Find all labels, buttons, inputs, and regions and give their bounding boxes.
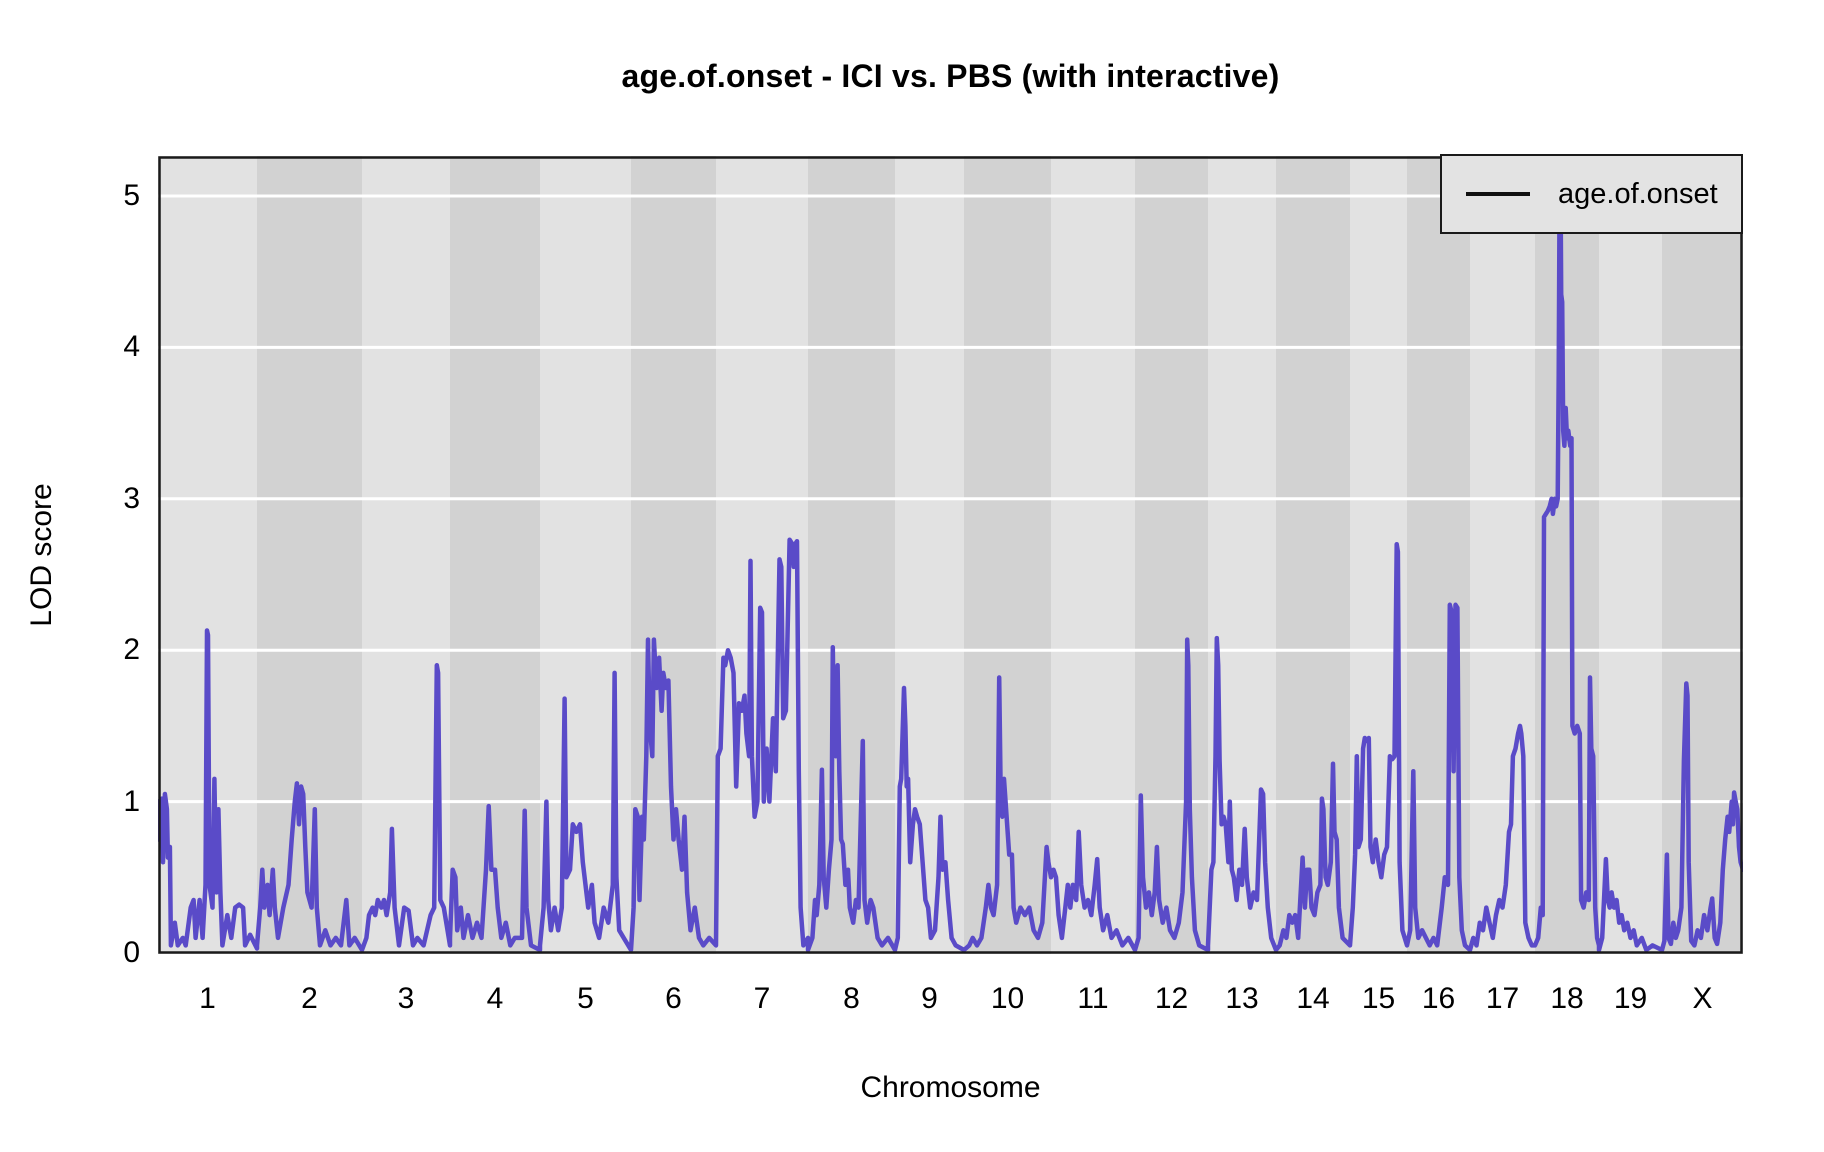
- x-tick-label-8: 8: [843, 982, 860, 1015]
- x-tick-label-19: 19: [1613, 982, 1648, 1015]
- y-tick-label-0: 0: [123, 936, 140, 969]
- y-tick-label-3: 3: [123, 481, 140, 515]
- x-tick-label-12: 12: [1154, 982, 1189, 1015]
- chromosome-band-12: [1135, 156, 1208, 954]
- y-tick-label-5: 5: [123, 179, 140, 212]
- x-tick-label-6: 6: [665, 982, 682, 1015]
- legend-line-sample-icon: [1466, 192, 1530, 196]
- chromosome-band-19: [1599, 156, 1662, 954]
- x-tick-label-18: 18: [1550, 982, 1584, 1015]
- plot-area-svg: [158, 156, 1743, 954]
- x-tick-label-4: 4: [486, 982, 504, 1015]
- x-tick-label-5: 5: [577, 982, 594, 1015]
- plot-border: [158, 156, 1743, 954]
- chromosome-band-11: [1051, 156, 1135, 954]
- x-axis-title: Chromosome: [860, 1071, 1041, 1104]
- legend-series-label: age.of.onset: [1558, 177, 1718, 210]
- chromosome-band-2: [257, 156, 362, 954]
- y-tick-label-4: 4: [123, 330, 140, 364]
- x-tick-label-16: 16: [1421, 982, 1456, 1015]
- x-tick-label-17: 17: [1485, 982, 1520, 1015]
- x-tick-label-7: 7: [753, 982, 771, 1015]
- x-tick-label-13: 13: [1225, 982, 1259, 1015]
- x-tick-label-2: 2: [301, 982, 318, 1015]
- x-tick-label-X: X: [1692, 982, 1713, 1015]
- x-tick-label-11: 11: [1077, 982, 1109, 1015]
- chromosome-band-X: [1662, 156, 1743, 954]
- chromosome-band-14: [1276, 156, 1350, 954]
- x-tick-label-1: 1: [199, 982, 216, 1015]
- y-tick-label-1: 1: [123, 784, 140, 818]
- x-tick-label-3: 3: [397, 982, 415, 1015]
- x-tick-label-10: 10: [990, 982, 1025, 1015]
- lod-curve: [158, 186, 1743, 953]
- chart-title: age.of.onset - ICI vs. PBS (with interac…: [621, 58, 1280, 94]
- legend-box: age.of.onset: [1440, 154, 1743, 234]
- chromosome-band-9: [895, 156, 964, 954]
- x-tick-label-14: 14: [1296, 982, 1330, 1015]
- x-tick-label-15: 15: [1361, 982, 1396, 1015]
- x-tick-label-9: 9: [921, 982, 938, 1015]
- y-tick-label-2: 2: [123, 633, 140, 667]
